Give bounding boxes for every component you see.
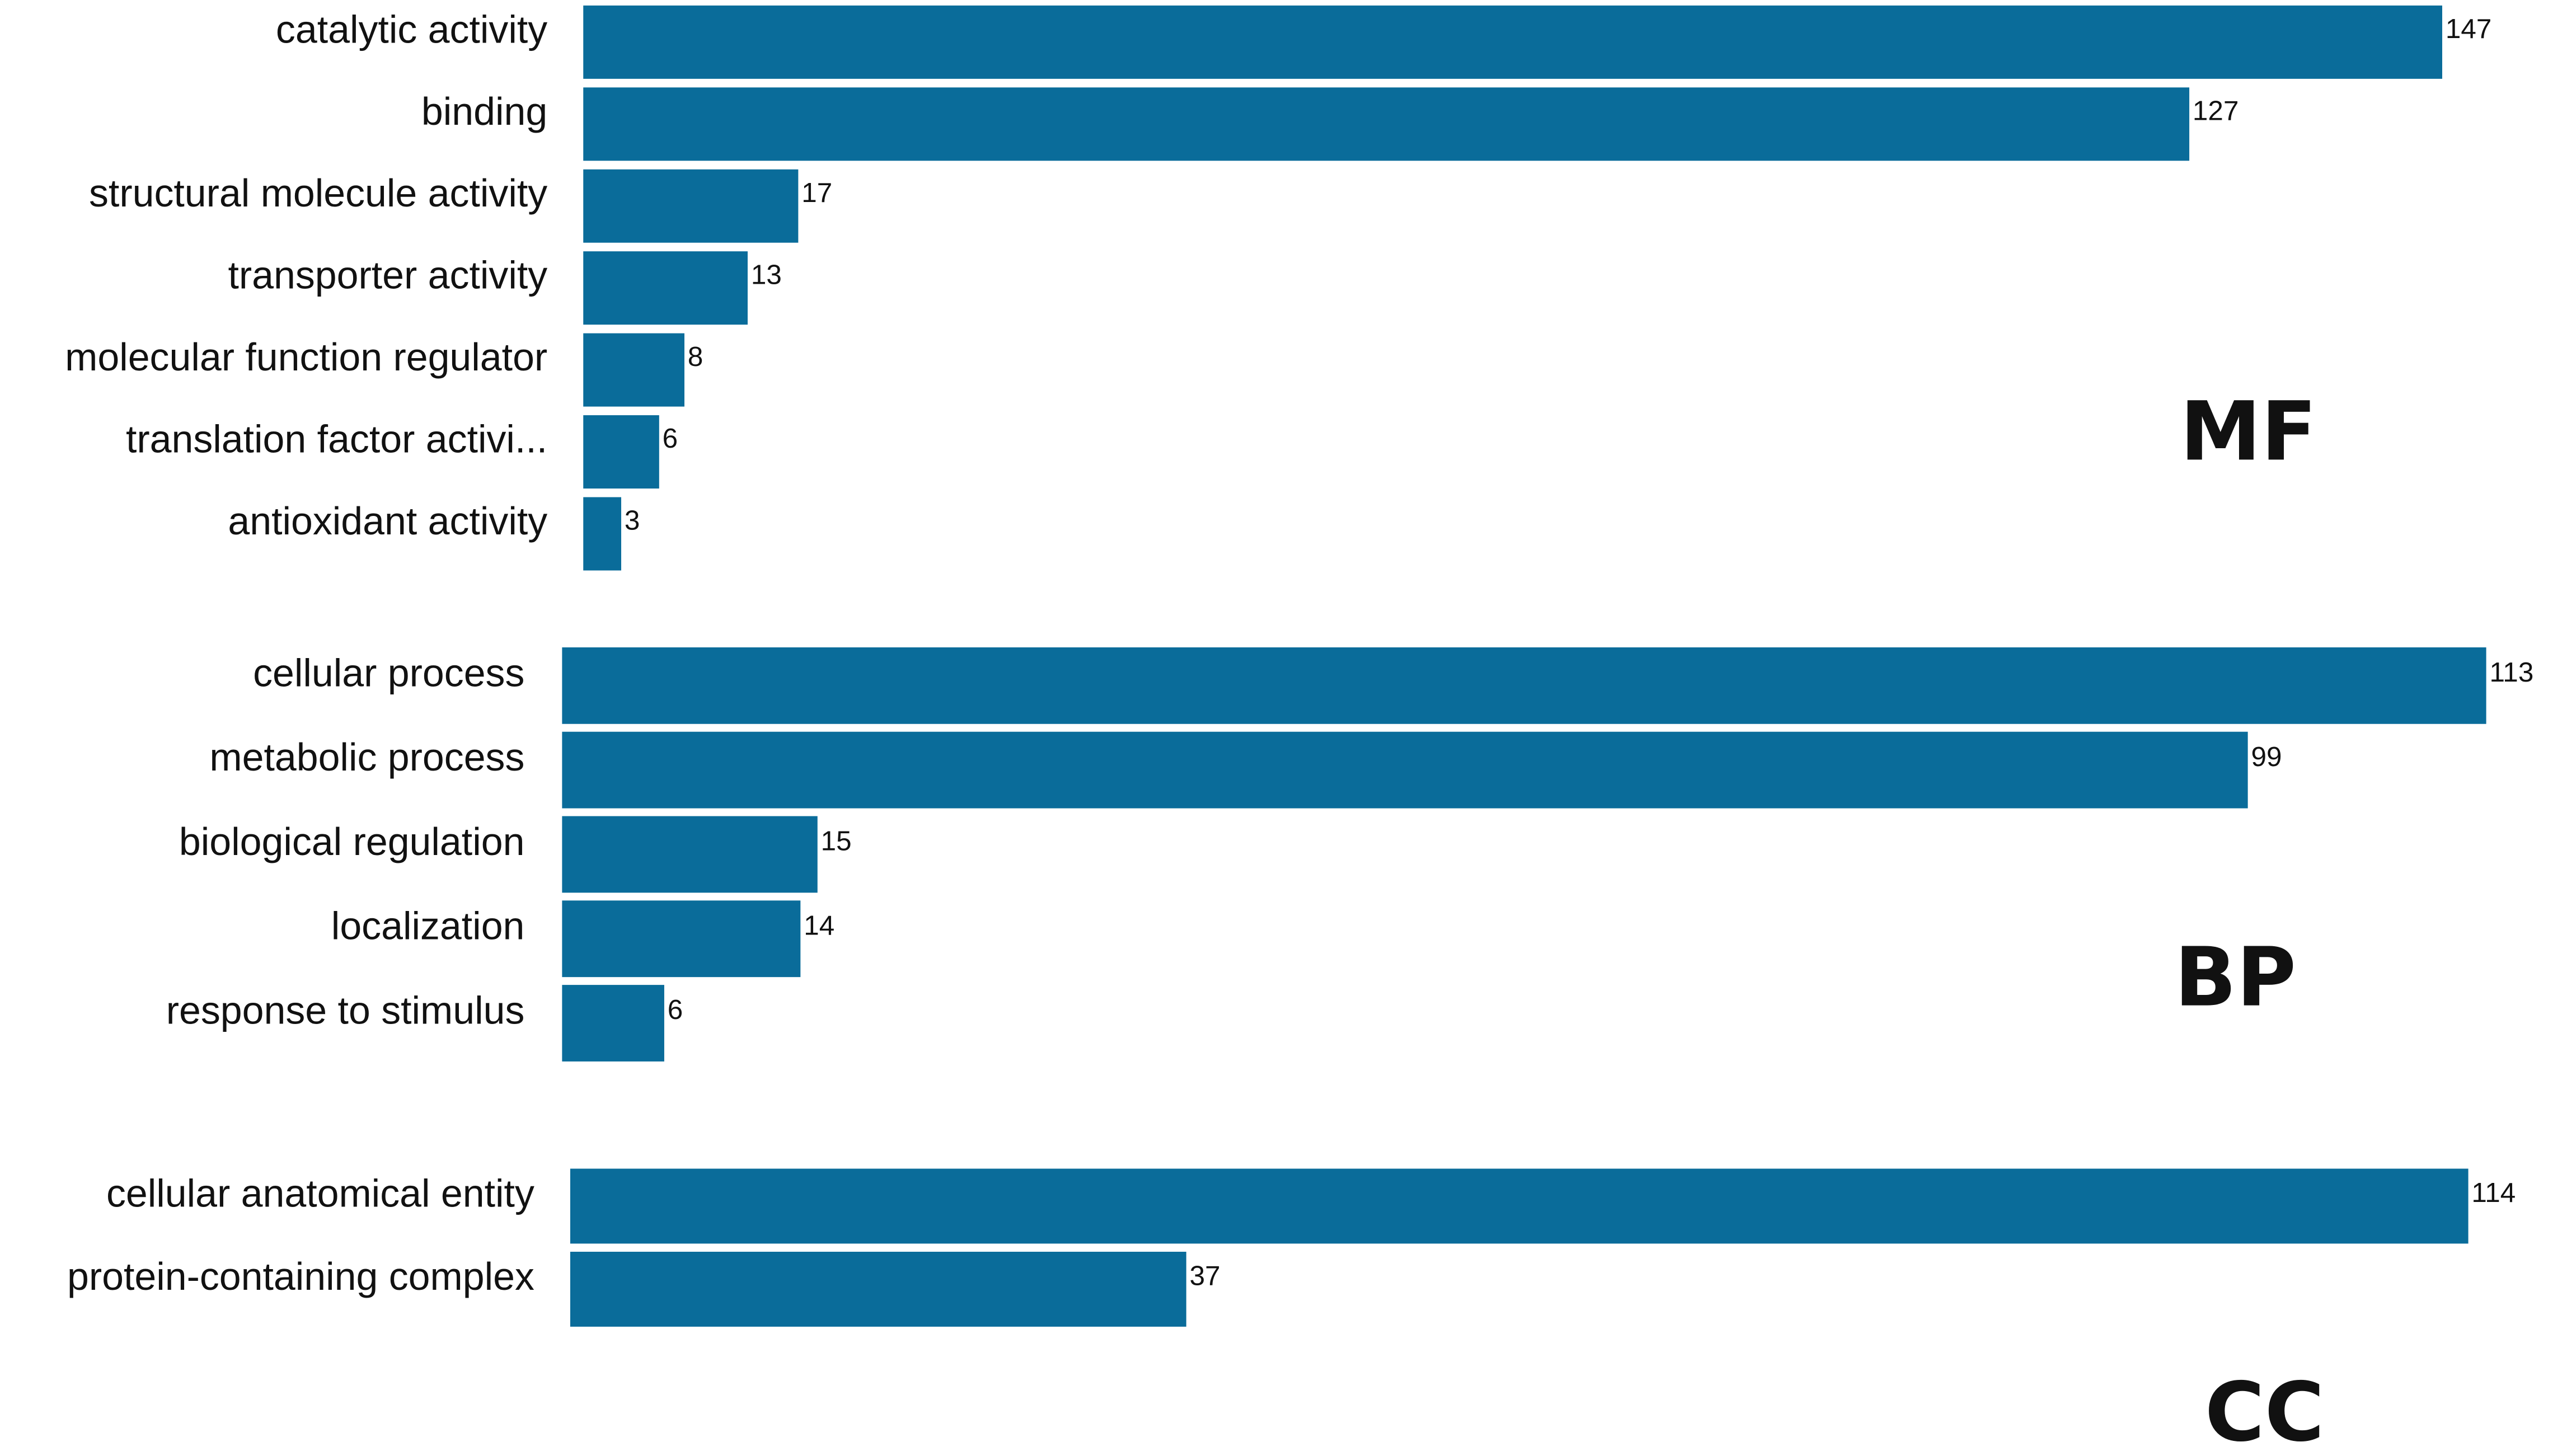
- bar: [570, 1251, 1186, 1327]
- bar: [562, 647, 2486, 724]
- value-label: 6: [668, 994, 683, 1025]
- category-label: binding: [421, 90, 547, 133]
- panel-title: BP: [2174, 931, 2296, 1025]
- bar: [562, 816, 818, 893]
- bar: [562, 900, 801, 978]
- category-label: response to stimulus: [166, 989, 525, 1032]
- bar: [583, 497, 622, 571]
- bar: [570, 1168, 2468, 1244]
- value-label: 13: [751, 259, 782, 290]
- value-label: 147: [2446, 13, 2492, 44]
- value-label: 113: [2489, 657, 2533, 688]
- value-label: 8: [688, 341, 703, 372]
- category-label: cellular process: [253, 651, 524, 694]
- value-label: 17: [801, 177, 832, 208]
- bar: [583, 251, 748, 325]
- category-label: transporter activity: [228, 253, 547, 297]
- category-label: molecular function regulator: [65, 335, 547, 379]
- category-label: localization: [331, 904, 525, 948]
- bar: [583, 169, 799, 243]
- category-label: metabolic process: [209, 735, 524, 779]
- value-label: 114: [2471, 1177, 2516, 1208]
- bar: [583, 415, 659, 489]
- value-label: 99: [2251, 741, 2282, 772]
- value-label: 127: [2193, 95, 2239, 126]
- category-label: translation factor activi...: [126, 417, 547, 461]
- category-label: catalytic activity: [276, 7, 547, 51]
- category-label: cellular anatomical entity: [106, 1171, 534, 1215]
- bar: [583, 87, 2190, 161]
- value-label: 15: [821, 826, 852, 857]
- value-label: 3: [625, 505, 640, 536]
- bar: [583, 333, 685, 407]
- category-label: biological regulation: [179, 820, 525, 863]
- category-label: protein-containing complex: [67, 1255, 534, 1298]
- value-label: 6: [663, 423, 678, 454]
- value-label: 14: [804, 910, 834, 941]
- panel-title: CC: [2205, 1365, 2325, 1456]
- bar: [583, 5, 2443, 79]
- bar: [562, 731, 2248, 809]
- value-label: 37: [1190, 1261, 1221, 1291]
- bar: [562, 985, 664, 1062]
- category-label: antioxidant activity: [228, 499, 547, 543]
- category-label: structural molecule activity: [89, 171, 547, 215]
- panel-title: MF: [2180, 384, 2316, 479]
